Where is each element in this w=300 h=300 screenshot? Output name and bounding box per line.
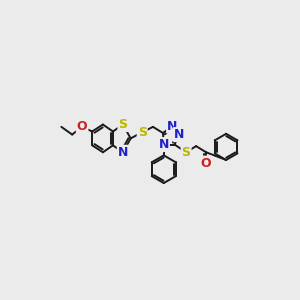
Text: S: S [182,146,190,159]
Text: N: N [118,146,128,159]
Text: N: N [174,128,184,141]
Text: S: S [118,118,127,131]
Text: S: S [138,126,147,139]
Text: O: O [77,120,88,134]
Text: O: O [201,157,212,169]
Text: N: N [159,138,169,151]
Text: N: N [167,120,177,133]
